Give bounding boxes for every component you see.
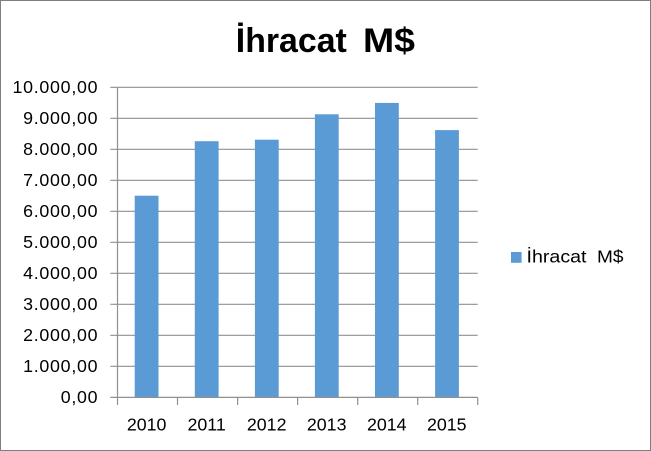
svg-text:0,00: 0,00 (61, 387, 99, 407)
svg-text:1.000,00: 1.000,00 (23, 356, 98, 376)
svg-text:6.000,00: 6.000,00 (23, 201, 98, 221)
svg-text:2014: 2014 (367, 415, 407, 435)
svg-text:5.000,00: 5.000,00 (23, 232, 98, 252)
svg-text:4.000,00: 4.000,00 (23, 263, 98, 283)
svg-text:8.000,00: 8.000,00 (23, 139, 98, 159)
svg-text:7.000,00: 7.000,00 (23, 170, 98, 190)
svg-text:3.000,00: 3.000,00 (23, 294, 98, 314)
svg-text:10.000,00: 10.000,00 (12, 77, 98, 97)
svg-text:9.000,00: 9.000,00 (23, 108, 98, 128)
svg-text:2012: 2012 (247, 415, 287, 435)
svg-text:2015: 2015 (427, 415, 467, 435)
svg-text:2011: 2011 (187, 415, 225, 435)
svg-text:2.000,00: 2.000,00 (23, 325, 98, 345)
svg-text:2013: 2013 (307, 415, 347, 435)
svg-text:2010: 2010 (127, 415, 167, 435)
